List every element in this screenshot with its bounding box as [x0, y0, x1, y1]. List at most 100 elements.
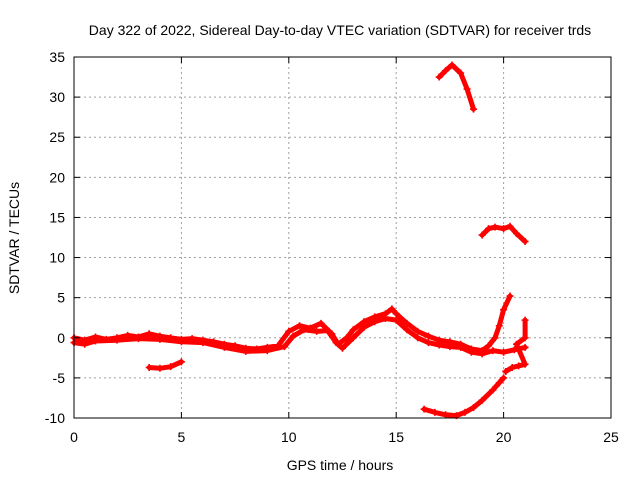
data-point — [317, 319, 325, 327]
data-point — [512, 229, 520, 237]
data-point — [467, 348, 475, 356]
data-point — [495, 322, 503, 330]
data-point — [91, 337, 99, 345]
data-point — [500, 225, 508, 233]
data-point — [521, 334, 529, 342]
data-point — [339, 344, 346, 352]
series-band — [146, 359, 184, 371]
data-point — [461, 408, 469, 416]
data-point — [281, 343, 289, 351]
y-tick-label: 30 — [49, 89, 65, 105]
data-point — [156, 335, 164, 343]
data-point — [156, 364, 164, 372]
data-point — [491, 223, 499, 231]
data-point — [388, 305, 396, 313]
series-right-scatter — [502, 316, 529, 375]
data-point — [285, 327, 293, 335]
data-point — [435, 73, 443, 81]
data-point — [289, 332, 297, 340]
data-point — [521, 238, 529, 246]
data-point — [392, 310, 400, 318]
data-point — [81, 340, 89, 348]
y-tick-label: 20 — [49, 169, 65, 185]
x-tick-label: 0 — [70, 429, 78, 445]
data-point — [470, 105, 478, 113]
y-tick-label: -5 — [53, 370, 66, 386]
x-tick-label: 10 — [281, 429, 297, 445]
data-point — [435, 341, 443, 349]
data-point — [242, 347, 250, 355]
data-point — [502, 367, 510, 375]
data-point — [349, 326, 357, 334]
data-point — [313, 327, 321, 335]
data-point — [392, 316, 400, 324]
data-point — [478, 350, 486, 358]
data-point — [263, 347, 271, 355]
data-point — [343, 334, 351, 342]
series-mid-arc — [478, 222, 529, 246]
x-tick-label: 25 — [603, 429, 619, 445]
y-tick-label: 5 — [57, 290, 65, 306]
data-point — [414, 327, 422, 335]
data-point — [442, 411, 450, 419]
data-point — [489, 386, 497, 394]
data-point — [296, 322, 304, 330]
y-axis-label: SDTVAR / TECUs — [6, 182, 22, 294]
data-point — [414, 334, 422, 342]
data-point — [495, 379, 503, 387]
data-point — [478, 396, 486, 404]
data-point — [512, 340, 520, 348]
data-point — [506, 292, 514, 300]
data-point — [300, 326, 308, 334]
data-point — [515, 362, 523, 370]
y-tick-label: -10 — [45, 410, 65, 426]
data-point — [431, 408, 439, 416]
data-point — [113, 336, 121, 344]
data-point — [145, 363, 153, 371]
y-tick-label: 10 — [49, 250, 65, 266]
series-low-segment — [145, 358, 185, 372]
data-point — [403, 319, 411, 327]
data-point — [457, 343, 465, 351]
data-point — [508, 363, 516, 371]
series-band — [71, 293, 513, 354]
series-band — [436, 62, 476, 112]
data-point — [478, 231, 486, 239]
data-point — [442, 67, 450, 75]
y-tick-label: 35 — [49, 49, 65, 65]
data-point — [371, 318, 379, 326]
data-point — [381, 315, 389, 323]
series-high-arc — [435, 61, 478, 113]
data-point — [220, 343, 228, 351]
plot-frame — [73, 56, 612, 419]
series-band — [421, 375, 507, 419]
data-point — [485, 342, 493, 350]
data-point — [457, 69, 465, 77]
data-point — [446, 343, 454, 351]
data-point — [349, 334, 357, 342]
data-point — [177, 358, 185, 366]
data-point — [199, 339, 207, 347]
chart-title: Day 322 of 2022, Sidereal Day-to-day VTE… — [89, 22, 591, 38]
data-point — [485, 225, 493, 233]
x-axis-label: GPS time / hours — [287, 457, 394, 473]
series-bottom-curve — [420, 374, 508, 420]
data-point — [448, 61, 456, 69]
data-point — [521, 343, 529, 351]
data-point — [177, 338, 185, 346]
data-point — [424, 332, 432, 340]
data-point — [420, 405, 428, 413]
data-point — [403, 326, 411, 334]
data-point — [500, 348, 508, 356]
data-point — [424, 339, 432, 347]
x-tick-label: 20 — [496, 429, 512, 445]
y-tick-label: 15 — [49, 209, 65, 225]
data-point — [506, 222, 514, 230]
data-point — [145, 330, 153, 338]
data-series — [70, 61, 529, 420]
data-point — [134, 335, 142, 343]
data-point — [489, 347, 497, 355]
data-point — [500, 306, 508, 314]
data-point — [470, 404, 478, 412]
data-point — [491, 334, 499, 342]
